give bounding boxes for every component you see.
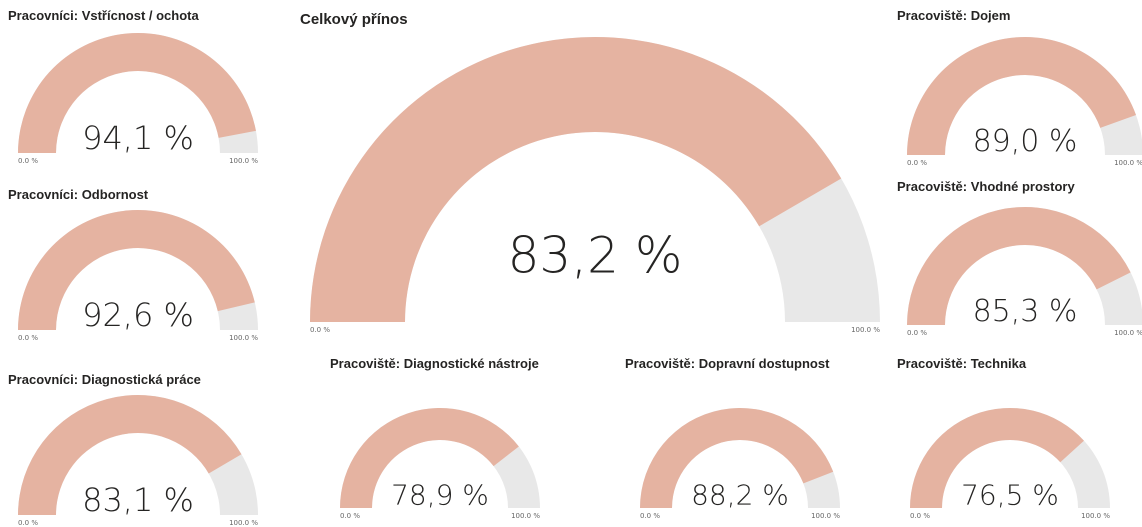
gauge-fill bbox=[18, 210, 255, 330]
gauge-limit-label: 100.0 % bbox=[811, 512, 840, 520]
gauge-limit-label: 0.0 % bbox=[907, 159, 927, 167]
gauge-fill bbox=[640, 407, 834, 508]
gauge-limit-label: 0.0 % bbox=[18, 334, 38, 342]
gauge-limit-label: 0.0 % bbox=[640, 512, 660, 520]
gauge-value: 85,3 % bbox=[973, 294, 1078, 329]
gauge-value: 78,9 % bbox=[391, 479, 489, 512]
gauge-limit-label: 0.0 % bbox=[310, 326, 330, 334]
gauge-fill bbox=[18, 395, 242, 515]
gauge-fill bbox=[310, 36, 842, 322]
gauge-value: 83,2 % bbox=[508, 227, 683, 285]
gauge-value: 94,1 % bbox=[82, 119, 194, 157]
gauge-value: 76,5 % bbox=[961, 479, 1059, 512]
gauge-value: 89,0 % bbox=[973, 124, 1078, 159]
gauge-limit-label: 100.0 % bbox=[851, 326, 880, 334]
gauge-limit-label: 100.0 % bbox=[1114, 329, 1142, 337]
gauge-title: Pracovníci: Vstřícnost / ochota bbox=[8, 8, 199, 23]
gauge-title: Pracoviště: Technika bbox=[897, 356, 1027, 371]
gauge-title: Pracovníci: Diagnostická práce bbox=[8, 372, 201, 387]
gauge-limit-label: 0.0 % bbox=[910, 512, 930, 520]
gauge-limit-label: 0.0 % bbox=[18, 157, 38, 165]
gauge-value: 88,2 % bbox=[691, 479, 789, 512]
gauge-fill bbox=[18, 33, 256, 153]
gauge-fill bbox=[340, 408, 519, 508]
gauge-title: Pracoviště: Dopravní dostupnost bbox=[625, 356, 830, 371]
gauge-limit-label: 100.0 % bbox=[1114, 159, 1142, 167]
gauge-title: Pracoviště: Diagnostické nástroje bbox=[330, 356, 539, 371]
gauge-title: Pracoviště: Vhodné prostory bbox=[897, 179, 1075, 194]
gauge-value: 92,6 % bbox=[82, 296, 194, 334]
gauge-limit-label: 100.0 % bbox=[229, 334, 258, 342]
gauge-fill bbox=[907, 206, 1131, 325]
gauge-limit-label: 100.0 % bbox=[511, 512, 540, 520]
gauge-limit-label: 0.0 % bbox=[907, 329, 927, 337]
gauge-fill bbox=[907, 37, 1137, 155]
gauge-limit-label: 0.0 % bbox=[340, 512, 360, 520]
gauge-limit-label: 100.0 % bbox=[1081, 512, 1110, 520]
gauge-title: Celkový přínos bbox=[300, 11, 408, 28]
gauge-title: Pracovníci: Odbornost bbox=[8, 187, 149, 202]
gauge-limit-label: 100.0 % bbox=[229, 519, 258, 527]
gauge-limit-label: 100.0 % bbox=[229, 157, 258, 165]
gauge-title: Pracoviště: Dojem bbox=[897, 8, 1010, 23]
gauge-limit-label: 0.0 % bbox=[18, 519, 38, 527]
gauge-value: 83,1 % bbox=[82, 481, 194, 519]
gauge-fill bbox=[910, 408, 1084, 508]
